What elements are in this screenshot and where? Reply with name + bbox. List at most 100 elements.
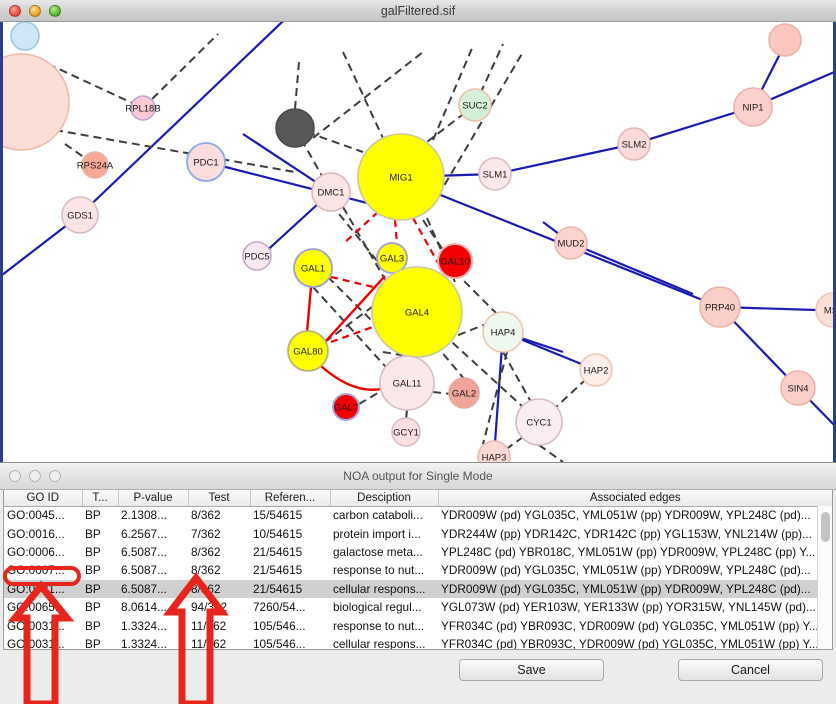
cell-p-value: 6.5087... [121, 563, 167, 578]
network-canvas[interactable]: RPL18B RPS24A GDS1 PDC1 PDC5 DMC1 MIG1 S… [0, 22, 836, 462]
table-row[interactable]: GO:0031... BP 1.3324... 11/362 105/546... res… [4, 616, 832, 634]
cell-description: cellular respons... [330, 579, 438, 598]
cell-description: galactose meta... [333, 544, 423, 559]
node-gal7[interactable] [332, 393, 360, 421]
network-graph[interactable]: RPL18B RPS24A GDS1 PDC1 PDC5 DMC1 MIG1 S… [3, 22, 833, 462]
node-dmc1[interactable] [311, 172, 351, 212]
column-header-go-id[interactable]: GO ID [4, 490, 83, 507]
cell-type: BP [85, 508, 101, 523]
cell-description: response to nut... [333, 563, 425, 578]
table-row[interactable]: GO:0045... BP 2.1308... 8/362 15/54615 carbon… [4, 506, 832, 524]
noa-zoom-button[interactable] [49, 470, 61, 482]
cell-go-id: GO:0031... [7, 618, 65, 633]
table-row[interactable]: GO:0031... BP 1.3324... 11/362 105/546... cel… [4, 635, 832, 650]
cell-go-id: GO:0031... [7, 636, 65, 650]
cell-p-value: 6.5087... [121, 544, 167, 559]
column-header-p-value[interactable]: P-value [118, 490, 189, 507]
cell-reference: 105/546... [253, 618, 306, 633]
cell-type: BP [85, 600, 101, 615]
noa-table-container[interactable]: GO ID T... P-value Test Referen... Desci… [3, 490, 833, 650]
cancel-button[interactable]: Cancel [678, 659, 823, 681]
node-unlabeled-topright[interactable] [768, 23, 802, 57]
column-header-associated-edges[interactable]: Associated edges [438, 490, 832, 507]
node-gal80[interactable] [287, 330, 329, 372]
table-scrollbar-thumb[interactable] [821, 512, 830, 542]
noa-close-button[interactable] [9, 470, 21, 482]
minimize-button[interactable] [29, 4, 41, 17]
column-header-test[interactable]: Test [188, 490, 251, 507]
table-vertical-scrollbar[interactable] [817, 506, 832, 649]
node-hap4[interactable] [482, 311, 524, 353]
node-unlabeled-dark[interactable] [275, 108, 315, 148]
noa-table-header: GO ID T... P-value Test Referen... Desci… [4, 490, 832, 507]
cell-associated-edges: YDR009W (pd) YGL035C, YML051W (pp) YDR00… [441, 563, 811, 578]
column-header-reference[interactable]: Referen... [250, 490, 331, 507]
node-gcy1[interactable] [391, 417, 421, 447]
noa-minimize-button[interactable] [29, 470, 41, 482]
window-title: galFiltered.sif [380, 3, 456, 18]
cell-reference: 21/54615 [253, 563, 303, 578]
cell-reference: 21/54615 [253, 544, 303, 559]
noa-table: GO ID T... P-value Test Referen... Desci… [4, 490, 832, 650]
node-gal10[interactable] [437, 243, 473, 279]
cell-description: carbon cataboli... [333, 508, 423, 523]
close-button[interactable] [9, 4, 21, 17]
cell-test: 8/362 [188, 579, 250, 598]
node-mig1[interactable] [357, 133, 445, 221]
cell-test: 11/362 [191, 618, 227, 633]
table-row[interactable]: GO:0016... BP 6.2567... 7/362 10/54615 protei… [4, 524, 832, 542]
table-row[interactable]: GO:0065... BP 8.0614... 94/362 7260/54... bio… [4, 598, 832, 616]
cell-description: biological regul... [333, 600, 422, 615]
cell-associated-edges: YGL073W (pd) YER103W, YER133W (pp) YOR31… [441, 600, 816, 615]
save-button[interactable]: Save [459, 659, 604, 681]
zoom-button[interactable] [49, 4, 61, 17]
node-cyc1[interactable] [515, 398, 563, 446]
cell-associated-edges: YFR034C (pd) YBR093C, YDR009W (pd) YGL03… [441, 636, 819, 650]
node-gal11[interactable] [379, 355, 435, 411]
cell-type: BP [82, 579, 118, 598]
cell-associated-edges: YDR244W (pp) YDR142C, YDR142C (pp) YGL15… [441, 526, 812, 541]
node-prp40[interactable] [699, 286, 741, 328]
node-hap3[interactable] [477, 440, 511, 462]
cell-test: 11/362 [191, 636, 227, 650]
node-mud2[interactable] [554, 226, 588, 260]
node-gal3[interactable] [376, 242, 408, 274]
cell-test: 8/362 [191, 563, 221, 578]
node-hap2[interactable] [579, 353, 613, 387]
node-msl[interactable] [815, 292, 833, 328]
node-pdc5[interactable] [242, 241, 272, 271]
node-nip1[interactable] [733, 87, 773, 127]
table-row[interactable]: GO:0007... BP 6.5087... 8/362 21/54615 respon… [4, 561, 832, 579]
table-row[interactable]: GO:0031... BP 6.5087... 8/362 21/54615 cellul… [4, 579, 832, 598]
node-gds1[interactable] [61, 196, 99, 234]
node-gal1[interactable] [293, 248, 333, 288]
noa-traffic-lights [9, 470, 61, 482]
cell-go-id: GO:0065... [7, 600, 65, 615]
node-gal2[interactable] [448, 377, 480, 409]
node-slm2[interactable] [617, 127, 651, 161]
network-nodes[interactable] [3, 22, 833, 462]
node-pdc1[interactable] [186, 142, 226, 182]
node-gal4[interactable] [371, 266, 463, 358]
column-header-description[interactable]: Desciption [330, 490, 439, 507]
edges-protein-protein [3, 22, 833, 458]
column-header-type[interactable]: T... [82, 490, 119, 507]
cell-type: BP [85, 544, 101, 559]
cell-associated-edges: YPL248C (pd) YBR018C, YML051W (pp) YDR00… [441, 544, 816, 559]
edges-protein-dna [47, 33, 597, 462]
cell-type: BP [85, 526, 101, 541]
node-large-left[interactable] [3, 53, 70, 151]
node-sin4[interactable] [780, 370, 816, 406]
cell-p-value: 1.3324... [121, 636, 167, 650]
noa-title: NOA output for Single Mode [343, 469, 493, 483]
node-unlabeled-topleft[interactable] [10, 22, 40, 51]
cell-associated-edges: YFR034C (pd) YBR093C, YDR009W (pd) YGL03… [441, 618, 819, 633]
node-rpl18b[interactable] [130, 95, 156, 121]
node-rps24a[interactable] [81, 151, 109, 179]
noa-output-panel: NOA output for Single Mode GO ID T... P-… [0, 462, 836, 704]
node-suc2[interactable] [458, 88, 492, 122]
node-slm1[interactable] [478, 157, 512, 191]
table-row[interactable]: GO:0006... BP 6.5087... 8/362 21/54615 galact… [4, 543, 832, 561]
cell-associated-edges: YDR009W (pd) YGL035C, YML051W (pp) YDR00… [441, 508, 811, 523]
